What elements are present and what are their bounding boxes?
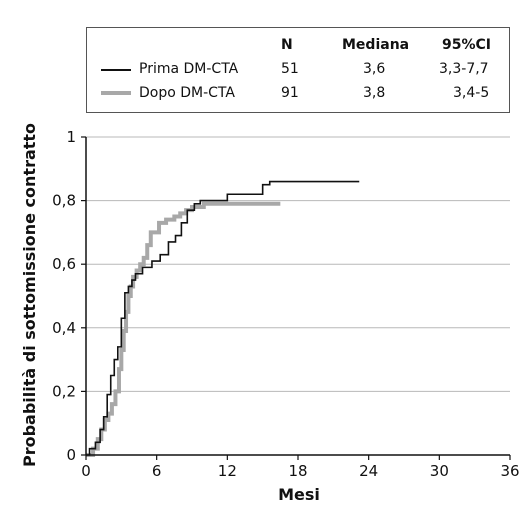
axes: [81, 136, 511, 460]
legend-n-prima: 51: [281, 61, 299, 77]
legend-median-dopo: 3,8: [363, 85, 386, 101]
x-tick-label-3: 18: [288, 462, 307, 480]
y-tick-label-5: 1: [66, 128, 76, 146]
grid-lines: [86, 136, 510, 392]
series-layer: [86, 180, 360, 457]
x-tick-label-5: 30: [430, 462, 449, 480]
y-tick-label-1: 0,2: [52, 382, 76, 400]
x-tick-label-4: 24: [359, 462, 378, 480]
legend-header-n: N: [281, 37, 293, 53]
y-tick-label-4: 0,8: [52, 192, 76, 210]
y-tick-label-3: 0,6: [52, 255, 76, 273]
x-tick-label-6: 36: [500, 462, 519, 480]
legend-label-dopo: Dopo DM-CTA: [139, 85, 235, 101]
series-line-dopo-dm-cta: [86, 201, 281, 457]
legend-label-prima: Prima DM-CTA: [139, 61, 239, 77]
series-line-prima-dm-cta: [86, 180, 360, 456]
legend-header-median: Mediana: [342, 37, 410, 53]
legend-ci-prima: 3,3-7,7: [439, 61, 489, 77]
y-axis-title: Probabilità di sottomissione contratto: [20, 123, 39, 467]
y-tick-label-0: 0: [66, 446, 76, 464]
x-axis-title: Mesi: [278, 485, 320, 504]
legend-n-dopo: 91: [281, 85, 299, 101]
legend-table: N Mediana 95%CI Prima DM-CTA 51 3,6 3,3-…: [86, 27, 510, 113]
legend-ci-dopo: 3,4-5: [453, 85, 490, 101]
legend-swatch-prima: [101, 69, 131, 71]
legend-swatch-dopo: [101, 91, 131, 95]
legend-header-ci: 95%CI: [442, 37, 491, 53]
y-tick-label-2: 0,4: [52, 319, 76, 337]
x-tick-label-1: 6: [152, 462, 162, 480]
x-tick-label-2: 12: [218, 462, 237, 480]
legend-median-prima: 3,6: [363, 61, 386, 77]
x-tick-label-0: 0: [81, 462, 91, 480]
tick-labels: 0 0,2 0,4 0,6 0,8 1 0 6 12 18 24 30 36: [52, 128, 519, 480]
